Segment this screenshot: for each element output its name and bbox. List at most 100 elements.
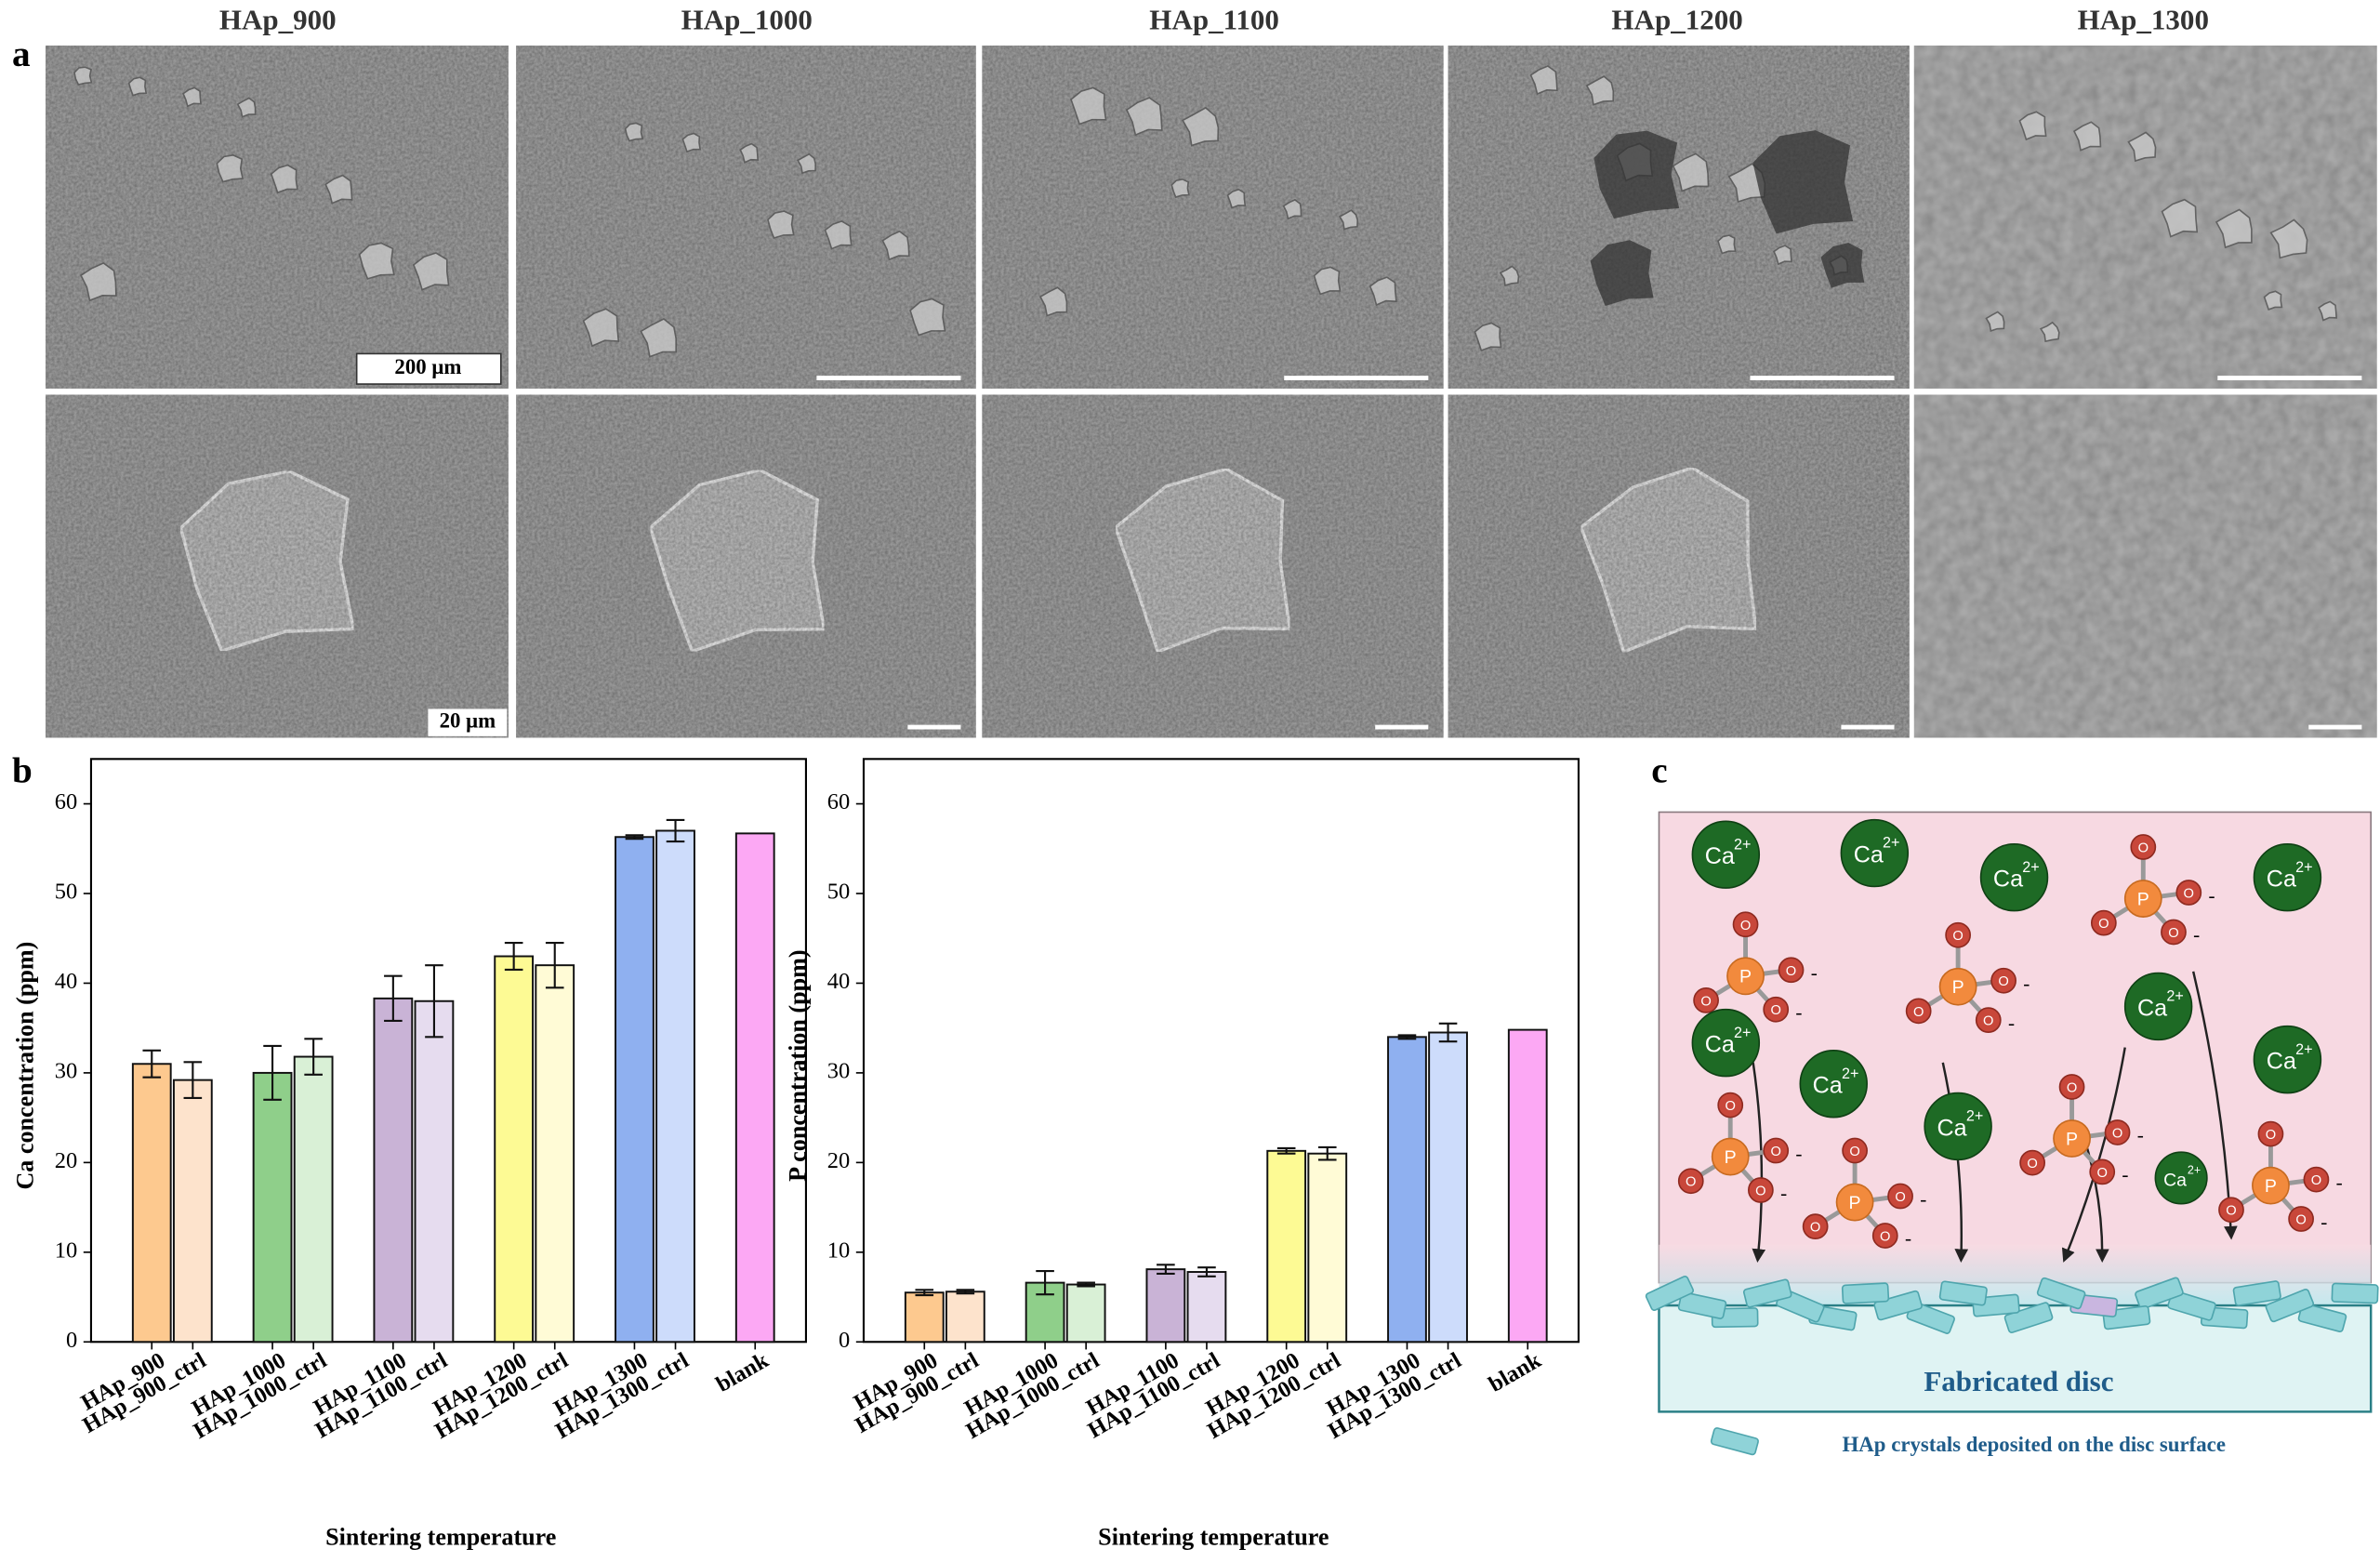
sem-particle	[2215, 208, 2253, 249]
o-label: O	[1810, 1221, 1820, 1236]
sem-particle	[1070, 86, 1107, 126]
bar	[1428, 1031, 1468, 1344]
ion-label: Ca	[1813, 1073, 1843, 1099]
bar	[655, 829, 695, 1344]
sem-image	[516, 394, 976, 738]
o-label: O	[1952, 929, 1963, 944]
bar	[1186, 1271, 1227, 1344]
sem-particle	[324, 174, 353, 205]
p-atom	[2252, 1166, 2290, 1205]
ion-charge: 2+	[1842, 1066, 1858, 1082]
ion-label: Ca	[2137, 995, 2167, 1021]
sem-particle	[2161, 198, 2199, 238]
o-atom	[2130, 834, 2157, 860]
p-label: P	[1849, 1193, 1861, 1213]
error-bar	[545, 941, 564, 989]
crystal	[2232, 1280, 2281, 1306]
ca-ion: Ca 2+	[1979, 842, 2049, 912]
sem-particle	[824, 219, 853, 250]
panel-label: b	[12, 751, 33, 791]
o-atom	[1693, 987, 1719, 1013]
ion-charge: 2+	[2166, 988, 2183, 1005]
sem-particle	[640, 318, 677, 358]
charts: 0 10 20 30 40 50 60 Ca concentration (ppm) Sinte…	[11, 758, 1580, 1551]
o-atom	[1945, 921, 1971, 948]
o-label: O	[1913, 1005, 1924, 1020]
sem-particle	[1125, 97, 1163, 137]
x-axis-label: Sintering temperature	[325, 1524, 556, 1551]
y-axis-label: Ca concentration (ppm)	[11, 942, 38, 1190]
sem-particle	[582, 308, 620, 348]
y-tick-label: 60	[55, 789, 77, 814]
ion-circle	[1691, 820, 1761, 889]
o-label: O	[2112, 1126, 2122, 1141]
error-bar	[1397, 1034, 1417, 1040]
sem-particle	[2269, 218, 2308, 259]
error-bar	[304, 1038, 323, 1076]
o-label: O	[1983, 1014, 1993, 1029]
arrow	[1941, 1062, 1969, 1264]
sem-particle	[1585, 75, 1615, 106]
sem-title: HAp_1200	[1611, 4, 1742, 36]
ca-ion: Ca 2+	[2123, 972, 2193, 1041]
error-bar	[425, 964, 443, 1039]
panel-label: c	[1651, 751, 1667, 791]
sem-dark-patch	[1590, 240, 1654, 306]
o-label: O	[2226, 1204, 2236, 1219]
sem-particle	[1282, 198, 1302, 220]
o-atom	[1778, 957, 1805, 984]
ion-charge: 2+	[2295, 859, 2312, 876]
arrow	[1752, 1062, 1766, 1264]
o-atom	[2161, 919, 2187, 946]
sem-dark-patch	[1820, 243, 1865, 288]
y-tick-label: 0	[839, 1328, 850, 1353]
sem-particle	[2039, 321, 2060, 343]
error-bar	[1036, 1270, 1054, 1296]
o-atom	[2218, 1197, 2244, 1224]
sem-particle	[1038, 286, 1068, 317]
ion-circle	[2253, 842, 2322, 912]
y-tick-label: 20	[55, 1148, 77, 1173]
ion-label: Ca	[2163, 1170, 2187, 1190]
bar	[414, 999, 455, 1344]
sem-particle	[216, 154, 245, 183]
sem-particle	[1672, 152, 1710, 192]
o-atom	[1717, 1092, 1744, 1119]
charge-minus: -	[2336, 1171, 2343, 1193]
p-label: P	[2066, 1129, 2078, 1149]
sem-particle	[909, 298, 946, 337]
o-label: O	[1849, 1145, 1859, 1159]
o-atom	[2104, 1119, 2131, 1145]
o-label: O	[1770, 1003, 1780, 1018]
sem-particle	[358, 242, 395, 280]
charge-minus: -	[1795, 1142, 1802, 1164]
sem-particle	[1717, 234, 1737, 255]
y-tick-label: 20	[827, 1148, 850, 1173]
disc-label: Fabricated disc	[1924, 1365, 2113, 1397]
crystal	[2331, 1282, 2379, 1304]
ca-ion: Ca 2+	[2154, 1151, 2208, 1205]
sem-particle	[1338, 209, 1359, 231]
sem-particle	[2263, 290, 2283, 311]
bar	[494, 955, 535, 1344]
o-label: O	[2097, 1166, 2108, 1181]
diagram: Fabricated disc HAp crystals deposited o…	[1645, 811, 2379, 1456]
o-atom	[1990, 967, 2016, 994]
scale-label: 200 μm	[394, 355, 461, 378]
o-label: O	[2027, 1157, 2037, 1172]
error-bar	[1157, 1264, 1175, 1276]
sem-particle	[2018, 111, 2047, 141]
sem-background	[45, 45, 509, 389]
sem-image	[1448, 394, 1910, 738]
sem-particle	[79, 261, 117, 302]
sem-particle	[1474, 322, 1502, 352]
o-label: O	[1998, 974, 2008, 989]
ion-charge: 2+	[1734, 836, 1751, 853]
bar	[293, 1055, 334, 1344]
o-label: O	[2168, 926, 2178, 941]
ion-circle	[1840, 818, 1910, 888]
crystal	[1677, 1291, 1727, 1319]
